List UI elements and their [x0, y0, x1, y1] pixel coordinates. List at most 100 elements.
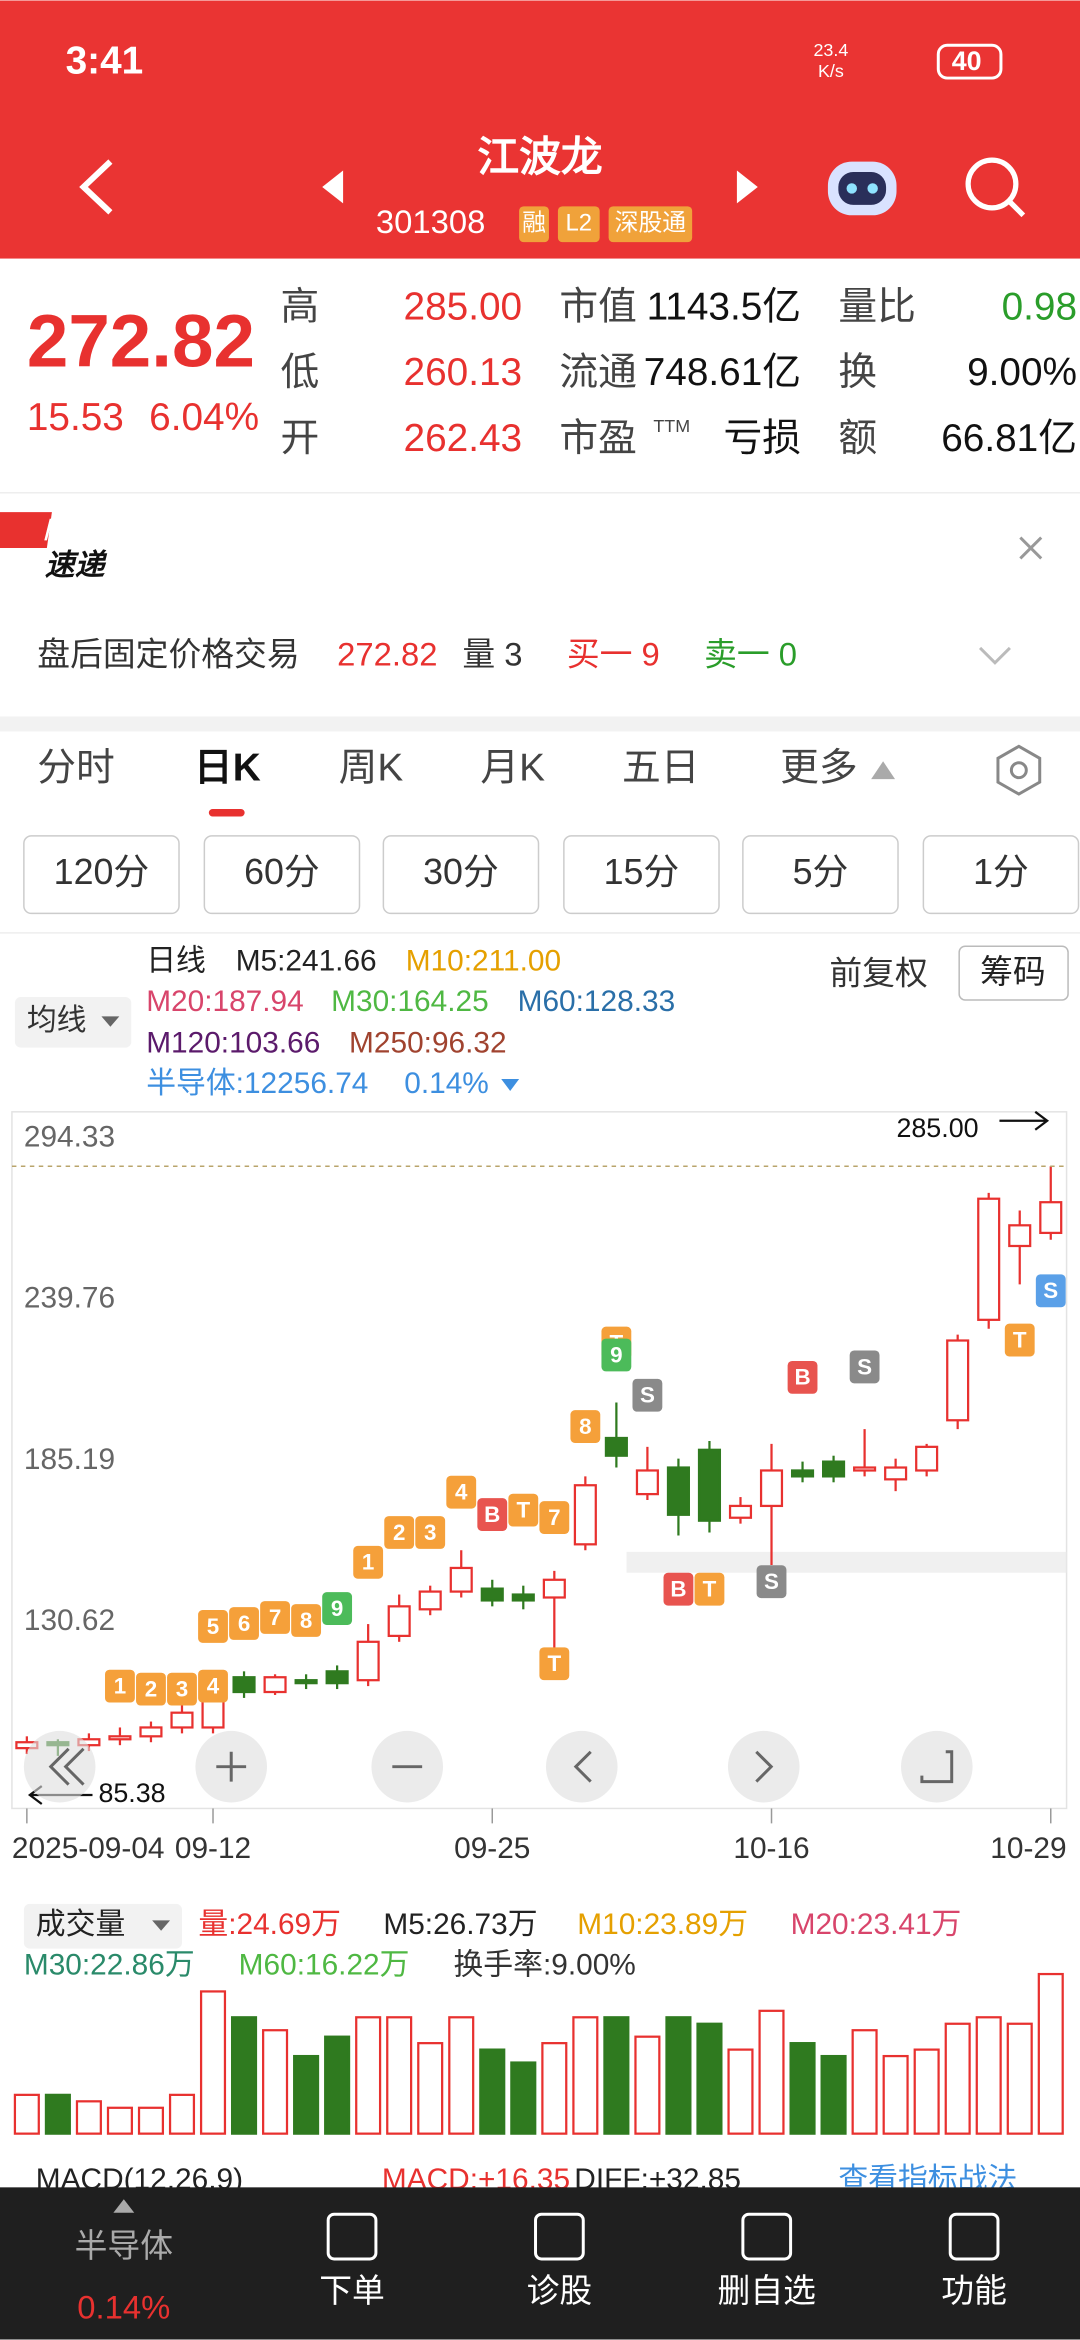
- nav-item[interactable]: 诊股: [527, 2272, 593, 2309]
- chart-nav[interactable]: [900, 1730, 973, 1803]
- change-pct: 6.04%: [149, 396, 259, 439]
- nav-item[interactable]: 删自选: [718, 2272, 816, 2309]
- prev-stock[interactable]: [322, 170, 344, 204]
- period-button[interactable]: [922, 835, 1080, 915]
- period-button[interactable]: [742, 835, 899, 915]
- ma-select[interactable]: 均线: [27, 1004, 87, 1037]
- tab[interactable]: 分时: [37, 746, 115, 789]
- news-brand: 速递: [45, 549, 108, 582]
- quote-label: 额: [838, 417, 877, 460]
- vol-label: M30:22.86万: [24, 1948, 195, 1981]
- signal-badge: [756, 1565, 787, 1599]
- period-label[interactable]: 15分: [604, 852, 680, 892]
- candle-body: [728, 1504, 753, 1519]
- line-type: 日线: [146, 945, 206, 978]
- chips[interactable]: 筹码: [980, 953, 1046, 990]
- adjust[interactable]: 前复权: [829, 955, 927, 992]
- signal-label: 2: [393, 1520, 405, 1545]
- candle-body: [573, 1484, 597, 1546]
- close-news[interactable]: [1019, 536, 1043, 560]
- period-button[interactable]: [203, 835, 361, 915]
- stock-tag: 融: [522, 210, 546, 237]
- chart-nav[interactable]: [727, 1730, 800, 1803]
- volume-bar: [479, 2048, 506, 2135]
- period-button[interactable]: [563, 835, 720, 915]
- candle-body: [139, 1726, 163, 1738]
- chart-nav-icon: [573, 1750, 592, 1783]
- chart-nav[interactable]: [545, 1730, 618, 1803]
- period-label[interactable]: 120分: [54, 852, 150, 892]
- tab[interactable]: 月K: [480, 746, 545, 789]
- net-speed: 23.4: [813, 40, 848, 60]
- vol-label: M60:16.22万: [239, 1948, 410, 1981]
- candle-body: [915, 1445, 939, 1472]
- chips-button[interactable]: [958, 945, 1069, 1001]
- candle-body: [604, 1436, 628, 1457]
- nav-sector[interactable]: 半导体: [75, 2227, 173, 2264]
- signal-label: B: [670, 1577, 686, 1602]
- stock-name: 江波龙: [477, 133, 602, 180]
- period-label[interactable]: 30分: [423, 852, 499, 892]
- nav-icon: [326, 2212, 378, 2261]
- vol-select-bg[interactable]: [23, 1903, 182, 1949]
- vol-label: M20:23.41万: [791, 1908, 962, 1941]
- volume-bar: [541, 2042, 568, 2135]
- tab[interactable]: 周K: [339, 746, 404, 789]
- signal-label: 8: [579, 1414, 591, 1439]
- expand[interactable]: [979, 646, 1011, 665]
- period-button[interactable]: [23, 835, 180, 915]
- quote-label: 量比: [838, 286, 916, 329]
- x-tick-label: 10-29: [990, 1832, 1066, 1865]
- volume-bar: [572, 2016, 599, 2135]
- signal-label: 3: [176, 1677, 188, 1702]
- volume-bar: [758, 2009, 785, 2135]
- candle-body: [356, 1640, 380, 1682]
- vol-select[interactable]: 成交量: [36, 1908, 125, 1941]
- period-label[interactable]: 60分: [244, 852, 320, 892]
- signal-badge: [1004, 1323, 1035, 1357]
- select-arrow: [101, 1016, 120, 1027]
- volume-bar: [44, 2093, 71, 2135]
- candle-body: [263, 1676, 287, 1694]
- change: 15.53: [27, 396, 124, 439]
- back-button[interactable]: [79, 159, 113, 215]
- nav-item[interactable]: 功能: [941, 2272, 1007, 2309]
- search-button[interactable]: [965, 157, 1026, 218]
- candle-body: [325, 1670, 349, 1685]
- tab[interactable]: 日K: [194, 746, 261, 789]
- signal-badge: [198, 1669, 228, 1703]
- x-tick-label: 09-25: [454, 1832, 530, 1865]
- ma-select-bg[interactable]: [14, 996, 132, 1048]
- signal-badge: [570, 1410, 601, 1443]
- volume-bar: [727, 2048, 754, 2135]
- nav-item[interactable]: 下单: [319, 2272, 385, 2309]
- next-stock[interactable]: [736, 170, 758, 204]
- low-label: 85.38: [98, 1778, 165, 1808]
- settings[interactable]: [996, 744, 1042, 796]
- quote-value: 260.13: [404, 351, 523, 394]
- signal-label: B: [794, 1365, 810, 1390]
- period-button[interactable]: [382, 835, 540, 915]
- signal-label: 3: [424, 1520, 436, 1545]
- sector-up: [113, 2199, 135, 2213]
- battery: [936, 43, 1003, 80]
- period-label[interactable]: 1分: [973, 852, 1029, 892]
- battery-level: 40: [952, 46, 982, 76]
- candle-body: [480, 1587, 504, 1602]
- candle-body: [790, 1469, 815, 1478]
- candle-body: [946, 1339, 970, 1422]
- settings-dot: [1009, 761, 1028, 780]
- quote-value: 285.00: [404, 286, 523, 329]
- period-label[interactable]: 5分: [793, 852, 849, 892]
- nav-icon: [534, 2212, 585, 2261]
- assistant-icon[interactable]: [827, 161, 897, 216]
- chart-nav[interactable]: [23, 1730, 96, 1803]
- signal-label: S: [857, 1354, 872, 1379]
- tab[interactable]: 更多: [780, 746, 858, 789]
- quote-label: 开: [280, 417, 319, 460]
- volume-bar: [634, 2035, 661, 2135]
- tab[interactable]: 五日: [622, 746, 700, 789]
- sector-pct: 0.14%: [404, 1067, 489, 1100]
- signal-badge: [136, 1672, 166, 1706]
